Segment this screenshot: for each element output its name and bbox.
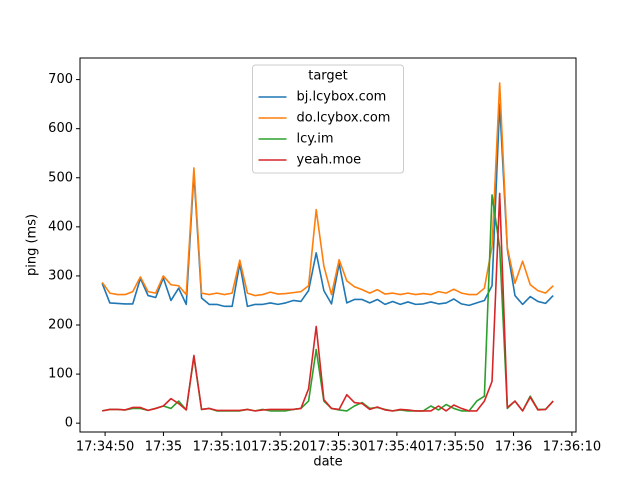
legend-box bbox=[252, 64, 404, 174]
x-tick-label: 17:35:50 bbox=[426, 440, 484, 455]
y-tick-label: 200 bbox=[48, 318, 73, 333]
series-line bbox=[101, 82, 554, 297]
x-axis-label: date bbox=[313, 455, 342, 470]
x-tick-label: 17:35 bbox=[145, 440, 182, 455]
y-tick-label: 700 bbox=[48, 72, 73, 87]
x-tick-label: 17:35:20 bbox=[251, 440, 309, 455]
legend-label: do.lcybox.com bbox=[297, 111, 391, 126]
y-tick-label: 500 bbox=[48, 170, 73, 185]
legend-label: lcy.im bbox=[297, 132, 334, 147]
series-line bbox=[102, 194, 554, 412]
series-line bbox=[102, 192, 554, 412]
x-tick-label: 17:35:10 bbox=[193, 440, 251, 455]
y-tick-label: 100 bbox=[48, 367, 73, 382]
x-tick-label: 17:34:50 bbox=[76, 440, 134, 455]
y-axis-label: ping (ms) bbox=[25, 214, 40, 276]
series-line bbox=[101, 103, 554, 308]
legend-label: bj.lcybox.com bbox=[297, 90, 387, 105]
y-tick-label: 400 bbox=[48, 219, 73, 234]
x-tick-label: 17:36 bbox=[495, 440, 532, 455]
y-tick-label: 600 bbox=[48, 121, 73, 136]
x-tick-label: 17:36:10 bbox=[543, 440, 601, 455]
y-tick-label: 300 bbox=[48, 268, 73, 283]
x-tick-label: 17:35:30 bbox=[309, 440, 367, 455]
x-tick-label: 17:35:40 bbox=[368, 440, 426, 455]
plot-frame bbox=[79, 57, 577, 433]
y-tick-label: 0 bbox=[65, 416, 73, 431]
legend-title: target bbox=[308, 69, 348, 84]
legend-label: yeah.moe bbox=[297, 153, 362, 168]
